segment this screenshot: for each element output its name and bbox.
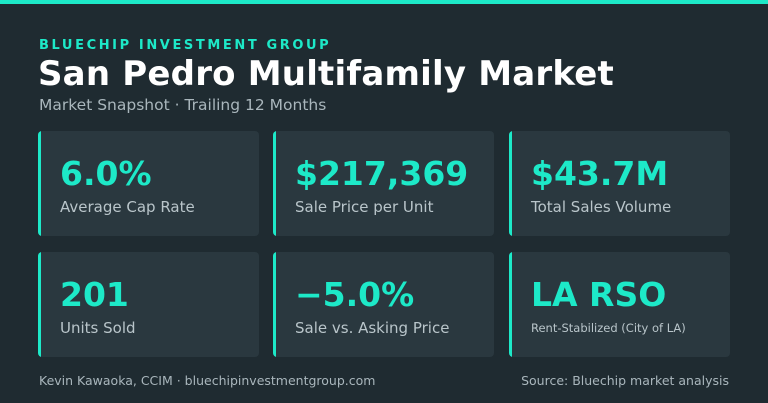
metric-value: $217,369 (295, 154, 469, 193)
footer-credit: Kevin Kawaoka, CCIM · bluechipinvestment… (39, 373, 376, 388)
metric-card-sale-vs-asking: −5.0% Sale vs. Asking Price (273, 252, 494, 357)
card-accent-bar (38, 252, 41, 357)
metric-value: LA RSO (531, 275, 667, 314)
footer-source: Source: Bluechip market analysis (521, 373, 729, 388)
metric-value: 6.0% (60, 154, 152, 193)
metric-label: Rent-Stabilized (City of LA) (531, 321, 686, 335)
card-accent-bar (38, 131, 41, 236)
metric-card-rent-control: LA RSO Rent-Stabilized (City of LA) (509, 252, 730, 357)
metric-label: Sale Price per Unit (295, 198, 434, 216)
metric-card-units-sold: 201 Units Sold (38, 252, 259, 357)
company-name: BLUECHIP INVESTMENT GROUP (39, 38, 332, 53)
page-title: San Pedro Multifamily Market (38, 54, 614, 94)
card-accent-bar (273, 252, 276, 357)
metric-label: Sale vs. Asking Price (295, 319, 450, 337)
card-accent-bar (273, 131, 276, 236)
metric-value: 201 (60, 275, 129, 314)
card-accent-bar (509, 131, 512, 236)
metric-label: Total Sales Volume (531, 198, 672, 216)
page-subtitle: Market Snapshot · Trailing 12 Months (39, 96, 327, 114)
metric-label: Units Sold (60, 319, 136, 337)
metric-label: Average Cap Rate (60, 198, 195, 216)
card-accent-bar (509, 252, 512, 357)
metric-card-price-per-unit: $217,369 Sale Price per Unit (273, 131, 494, 236)
metric-card-cap-rate: 6.0% Average Cap Rate (38, 131, 259, 236)
metric-value: −5.0% (295, 275, 415, 314)
metric-value: $43.7M (531, 154, 669, 193)
top-accent-bar (0, 0, 768, 4)
metric-card-sales-volume: $43.7M Total Sales Volume (509, 131, 730, 236)
